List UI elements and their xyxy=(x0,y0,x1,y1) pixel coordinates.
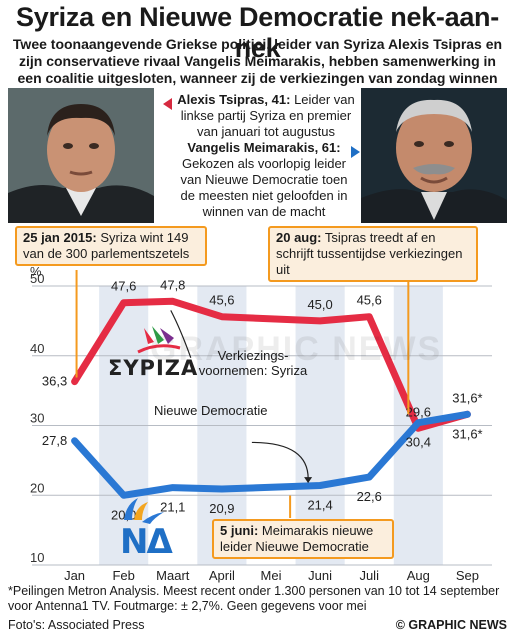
tsipras-profile: Alexis Tsipras, 41: Leider van linkse pa… xyxy=(176,92,356,140)
meimarakis-description: Gekozen als voorlopig leider van Nieuwe … xyxy=(180,156,348,219)
meimarakis-photo xyxy=(361,88,507,223)
page-subtitle: Twee toonaangevende Griekse politici, le… xyxy=(12,36,503,86)
x-tick-label: Jan xyxy=(64,568,85,583)
page-title: Syriza en Nieuwe Democratie nek-aan-nek xyxy=(16,2,499,63)
syriza-line xyxy=(71,297,471,432)
syriza-pointer xyxy=(163,98,172,110)
credit: © GRAPHIC NEWS xyxy=(395,618,507,632)
callout-jun-date: 5 juni: xyxy=(220,523,259,538)
syriza-data-label: 45,6 xyxy=(209,293,234,308)
syriza-pointer-line xyxy=(170,310,192,358)
callout-jun: 5 juni: Meimarakis nieuwe leider Nieuwe … xyxy=(212,519,394,559)
photo-source: Foto's: Associated Press xyxy=(8,618,145,632)
tsipras-name: Alexis Tsipras, 41: xyxy=(177,92,291,107)
y-tick-label: 50 xyxy=(30,271,44,286)
x-tick-label: Sep xyxy=(456,568,479,583)
callout-jun-text: Meimarakis nieuwe leider Nieuwe Democrat… xyxy=(220,523,374,554)
tsipras-photo xyxy=(8,88,154,223)
syriza-data-label: 29,6 xyxy=(406,404,431,419)
y-tick-label: 30 xyxy=(30,411,44,426)
syriza-logo-text: ΣΥΡΙΖΑ xyxy=(108,356,199,380)
meimarakis-profile: Vangelis Meimarakis, 61: Gekozen als voo… xyxy=(172,140,356,220)
nd-data-label: 27,8 xyxy=(42,433,67,448)
nd-data-label: 21,1 xyxy=(160,500,185,515)
syriza-data-label: 45,0 xyxy=(307,297,332,312)
x-tick-label: Aug xyxy=(407,568,430,583)
syriza-data-label: 47,6 xyxy=(111,279,136,294)
x-tick-label: Feb xyxy=(112,568,134,583)
syriza-data-label: 36,3 xyxy=(42,374,67,389)
syriza-series-label: Verkiezings-voornemen: Syriza xyxy=(198,348,308,378)
nd-pointer-line xyxy=(251,441,309,482)
syriza-data-label: 47,8 xyxy=(160,277,185,292)
nd-data-label: 30,4 xyxy=(406,435,431,450)
footnote: *Peilingen Metron Analysis. Meest recent… xyxy=(8,584,500,613)
x-tick-label: Mei xyxy=(261,568,282,583)
nd-arrowhead xyxy=(304,477,313,484)
y-tick-label: 10 xyxy=(30,550,44,565)
nd-data-label: 22,6 xyxy=(357,489,382,504)
nd-series-label: Nieuwe Democratie xyxy=(154,403,268,418)
x-tick-label: April xyxy=(209,568,235,583)
callout-aug-date: 20 aug: xyxy=(276,230,322,245)
nd-pointer xyxy=(351,146,360,158)
syriza-logo: ΣΥΡΙΖΑ xyxy=(98,322,198,382)
nd-logo: ΝΔ xyxy=(112,494,182,566)
callout-jan-date: 25 jan 2015: xyxy=(23,230,97,245)
callout-aug: 20 aug: Tsipras treedt af en schrijft tu… xyxy=(268,226,478,282)
nd-line xyxy=(71,410,471,499)
callout-jan-text: Syriza wint 149 van de 300 parlementszet… xyxy=(23,230,190,261)
watermark: GRAPHIC NEWS xyxy=(150,330,443,368)
syriza-data-label: 31,6* xyxy=(452,390,482,405)
nd-logo-text: ΝΔ xyxy=(120,522,173,562)
callout-jan: 25 jan 2015: Syriza wint 149 van de 300 … xyxy=(15,226,207,266)
y-axis-label: % xyxy=(30,264,42,279)
callout-aug-text: Tsipras treedt af en schrijft tussentijd… xyxy=(276,230,463,277)
y-tick-label: 20 xyxy=(30,480,44,495)
nd-data-label: 20,9 xyxy=(209,501,234,516)
x-tick-label: Juli xyxy=(359,568,379,583)
y-tick-label: 40 xyxy=(30,341,44,356)
syriza-data-label: 45,6 xyxy=(357,293,382,308)
x-tick-label: Maart xyxy=(156,568,190,583)
x-tick-label: Juni xyxy=(308,568,332,583)
nd-data-label: 31,6* xyxy=(452,426,482,441)
nd-data-label: 21,4 xyxy=(307,497,332,512)
tsipras-description: Leider van linkse partij Syriza en premi… xyxy=(180,92,355,139)
meimarakis-name: Vangelis Meimarakis, 61: xyxy=(187,140,341,155)
